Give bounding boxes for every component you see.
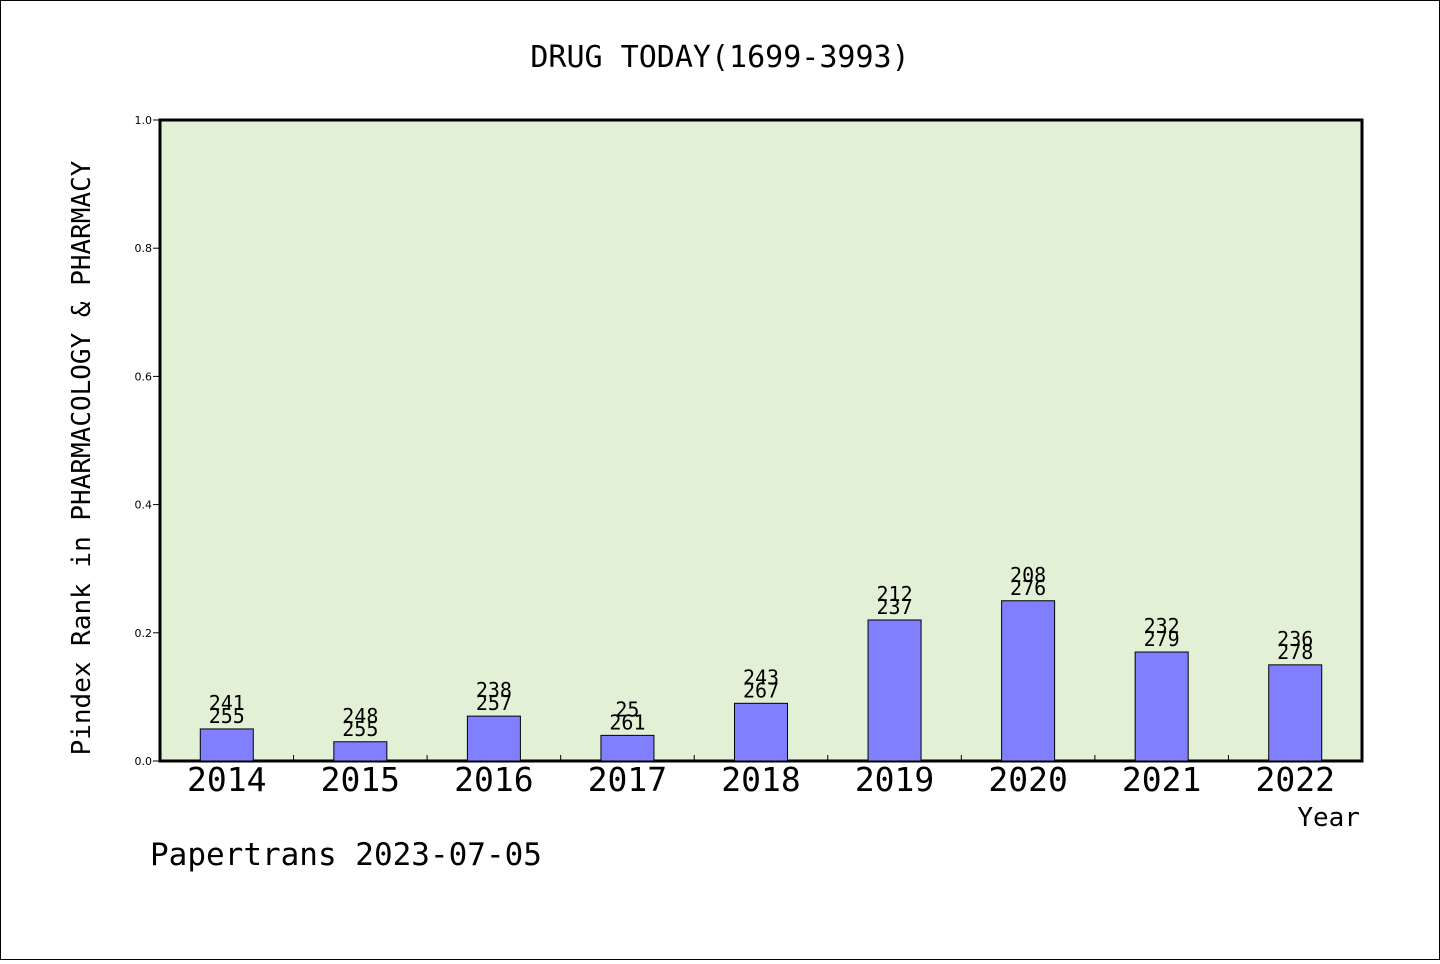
bar-2022: [1268, 664, 1323, 762]
bar-2017: [600, 734, 655, 762]
x-tick-label-2018: 2018: [721, 760, 800, 799]
bar-label-bottom-2015: 255: [342, 717, 378, 741]
x-tick-label-2019: 2019: [855, 760, 934, 799]
x-tick-label-2014: 2014: [187, 760, 266, 799]
y-tick-label-0.8: 0.8: [135, 242, 153, 255]
bar-2019: [867, 619, 922, 762]
bar-label-top-2021: 232: [1144, 614, 1180, 638]
bar-label-top-2016: 238: [476, 678, 512, 702]
x-tick-label-2020: 2020: [988, 760, 1067, 799]
chart-title: DRUG TODAY(1699-3993): [530, 40, 909, 75]
x-tick-label-2022: 2022: [1255, 760, 1334, 799]
y-axis-label: Pindex Rank in PHARMACOLOGY & PHARMACY: [67, 160, 97, 755]
x-tick-label-2021: 2021: [1122, 760, 1201, 799]
y-tick-label-0.2: 0.2: [135, 627, 153, 640]
bar-label-top-2014: 241: [209, 691, 245, 715]
bar-label-top-2020: 208: [1010, 563, 1046, 587]
bar-label-bottom-2014: 255: [209, 704, 245, 728]
bar-label-top-2017: 25: [615, 697, 639, 721]
bar-2016: [466, 715, 521, 762]
bar-2014: [199, 728, 254, 762]
bar-2020: [1001, 600, 1056, 762]
bar-label-top-2015: 248: [342, 704, 378, 728]
y-tick-label-0.0: 0.0: [135, 755, 153, 768]
bar-label-bottom-2019: 237: [876, 595, 912, 619]
bar-label-top-2019: 212: [876, 582, 912, 606]
y-tick-label-0.6: 0.6: [135, 370, 153, 383]
bar-2018: [734, 702, 788, 762]
footer-text: Papertrans 2023-07-05: [150, 837, 542, 873]
x-tick-label-2016: 2016: [454, 760, 533, 799]
bar-label-bottom-2022: 278: [1277, 640, 1313, 664]
bar-2015: [333, 741, 388, 762]
y-tick-label-1.0: 1.0: [135, 114, 153, 127]
bar-label-top-2022: 236: [1277, 627, 1313, 651]
bar-label-bottom-2018: 267: [743, 678, 779, 702]
y-axis: 0.0 0.2 0.4 0.6 0.8 1.0: [135, 114, 160, 768]
y-tick-label-0.4: 0.4: [135, 499, 153, 512]
bar-label-bottom-2021: 279: [1144, 627, 1180, 651]
bar-label-bottom-2017: 261: [609, 710, 645, 734]
x-tick-label-2017: 2017: [588, 760, 667, 799]
x-axis-label: Year: [1297, 803, 1360, 833]
x-axis: 2014 2015 2016 2017 2018 2019 2020 2021 2022: [187, 755, 1335, 799]
x-tick-label-2015: 2015: [321, 760, 400, 799]
bar-label-bottom-2016: 257: [476, 691, 512, 715]
bar-2021: [1134, 651, 1189, 762]
bar-label-bottom-2020: 276: [1010, 576, 1046, 600]
bar-label-top-2018: 243: [743, 665, 779, 689]
